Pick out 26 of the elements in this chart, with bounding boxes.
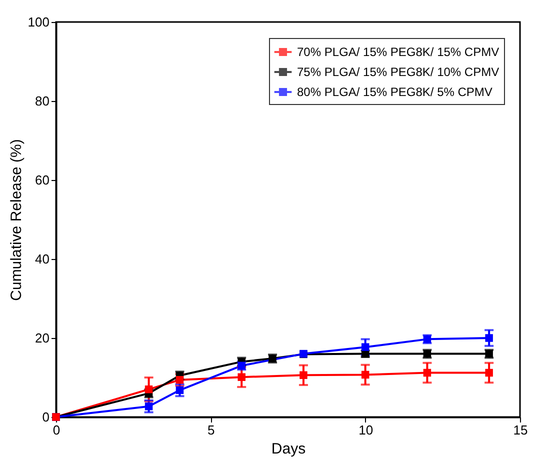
point <box>300 371 308 380</box>
y-tick-label: 60 <box>35 172 50 188</box>
y-tick-label: 20 <box>35 330 50 346</box>
y-tick-label: 100 <box>28 14 50 30</box>
legend-label: 80% PLGA/ 15% PEG8K/ 5% CPMV <box>297 85 492 99</box>
y-tick-label: 80 <box>35 94 50 108</box>
y-axis-title: Cumulative Release (%) <box>8 139 25 301</box>
point <box>176 386 184 394</box>
x-axis-title: Days <box>271 440 306 458</box>
point <box>361 370 370 379</box>
y-tick-label: 0 <box>42 410 50 424</box>
point <box>144 385 153 394</box>
point <box>485 368 493 377</box>
x-tick-label: 15 <box>513 422 528 438</box>
legend-label: 75% PLGA/ 15% PEG8K/ 10% CPMV <box>297 65 500 79</box>
point <box>176 376 184 384</box>
y-tick-label: 40 <box>35 252 50 266</box>
point <box>485 334 493 342</box>
x-tick-label: 5 <box>208 422 215 438</box>
x-tick-label: 0 <box>52 422 60 438</box>
point <box>238 373 246 381</box>
x-tick-label: 10 <box>358 422 374 438</box>
point <box>423 368 432 377</box>
point <box>361 343 370 351</box>
legend-label: 70% PLGA/ 15% PEG8K/ 15% CPMV <box>297 45 500 59</box>
point <box>144 402 153 410</box>
